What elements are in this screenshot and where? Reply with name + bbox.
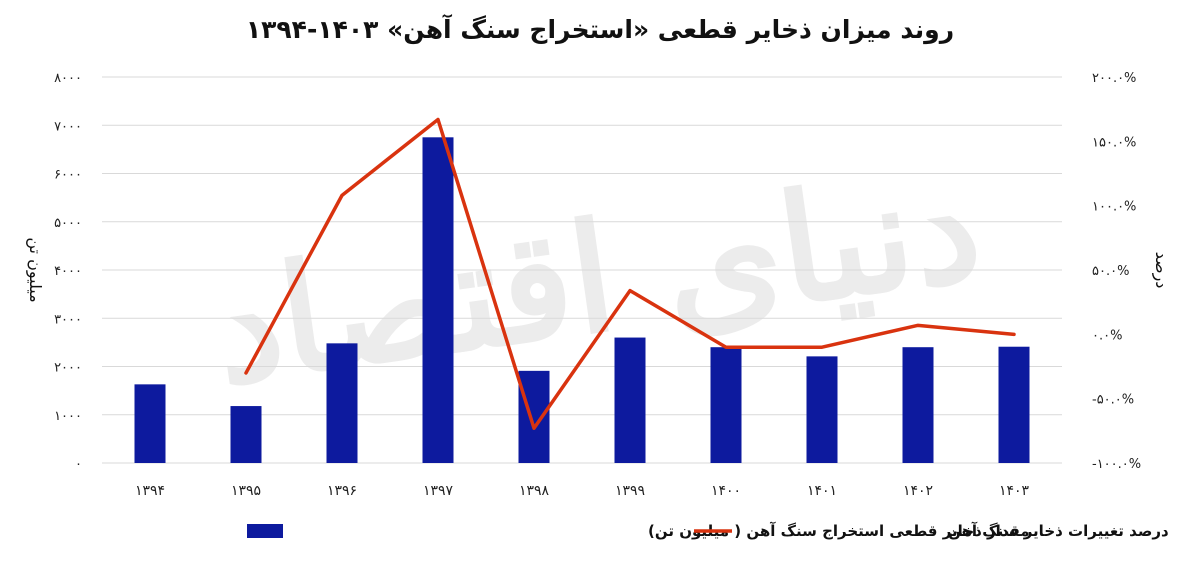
bar — [806, 356, 838, 463]
bar — [902, 347, 934, 463]
y-tick-label: ۳۰۰۰ — [54, 312, 82, 327]
legend: مقدار ذخایر قطعی استخراج سنگ آهن ( میلیو… — [247, 522, 1169, 540]
y2-tick-label: ۲۰۰.۰% — [1092, 71, 1136, 86]
x-tick-label: ۱۴۰۱ — [807, 483, 837, 499]
y-tick-label: ۵۰۰۰ — [54, 216, 82, 231]
chart-title: روند میزان ذخایر قطعی «استخراج سنگ آهن» … — [246, 14, 954, 45]
line-series-path — [244, 117, 1016, 431]
legend-bar-label: مقدار ذخایر قطعی استخراج سنگ آهن ( میلیو… — [648, 522, 1030, 540]
y2-tick-label: ۵۰.۰% — [1092, 264, 1129, 279]
y2-tick-label: -۵۰.۰% — [1092, 393, 1134, 408]
x-tick-label: ۱۳۹۵ — [231, 483, 261, 499]
bar — [326, 343, 358, 463]
y-tick-label: ۷۰۰۰ — [54, 119, 82, 134]
y2-tick-label: ۱۵۰.۰% — [1092, 135, 1136, 150]
y-tick-label: ۸۰۰۰ — [54, 71, 82, 86]
gridlines — [102, 76, 1062, 464]
x-tick-label: ۱۴۰۲ — [903, 483, 933, 499]
legend-bar-swatch — [247, 524, 283, 538]
watermark: دنیای اقتصاد — [203, 137, 990, 419]
bar-series — [134, 137, 1030, 463]
x-tick-label: ۱۴۰۰ — [711, 483, 741, 499]
y2-tick-label: ۱۰۰.۰% — [1092, 200, 1136, 215]
y2-tick-label: ۰.۰% — [1092, 328, 1122, 343]
bar — [998, 346, 1030, 463]
bar — [710, 347, 742, 463]
y-tick-label: ۴۰۰۰ — [54, 264, 82, 279]
y-tick-label: ۲۰۰۰ — [54, 361, 82, 376]
x-tick-label: ۱۳۹۹ — [615, 483, 645, 499]
y-tick-label: ۱۰۰۰ — [54, 409, 82, 424]
right-axis-ticks: -۱۰۰.۰% -۵۰.۰% ۰.۰% ۵۰.۰% ۱۰۰.۰% ۱۵۰.۰% ۲۰۰.۰% — [1092, 71, 1141, 472]
x-tick-label: ۱۳۹۶ — [327, 483, 357, 499]
legend-line-label: درصد تغییرات ذخایر سنگ آهن — [948, 522, 1169, 540]
x-axis-ticks: ۱۳۹۴ ۱۳۹۵ ۱۳۹۶ ۱۳۹۷ ۱۳۹۸ ۱۳۹۹ ۱۴۰۰ ۱۴۰۱ ۱۴۰۲ ۱۴۰۳ — [135, 483, 1030, 499]
y-tick-label: ۰ — [75, 457, 82, 472]
bar — [134, 384, 166, 463]
x-tick-label: ۱۳۹۷ — [423, 483, 454, 499]
y-tick-label: ۶۰۰۰ — [54, 168, 82, 183]
bar — [518, 370, 550, 463]
x-tick-label: ۱۳۹۸ — [519, 483, 550, 499]
bar — [614, 337, 646, 463]
bar — [230, 406, 262, 463]
y2-axis-label: درصد — [1151, 252, 1171, 289]
left-axis-ticks: ۰ ۱۰۰۰ ۲۰۰۰ ۳۰۰۰ ۴۰۰۰ ۵۰۰۰ ۶۰۰۰ ۷۰۰۰ ۸۰۰۰ — [54, 71, 82, 472]
x-tick-label: ۱۳۹۴ — [135, 483, 165, 499]
y-axis-label: میلیون تن — [25, 237, 45, 302]
x-tick-label: ۱۴۰۳ — [999, 483, 1030, 499]
line-series — [244, 117, 1016, 431]
y2-tick-label: -۱۰۰.۰% — [1092, 457, 1141, 472]
watermark-text: دنیای اقتصاد — [203, 137, 990, 419]
bar — [422, 137, 454, 463]
